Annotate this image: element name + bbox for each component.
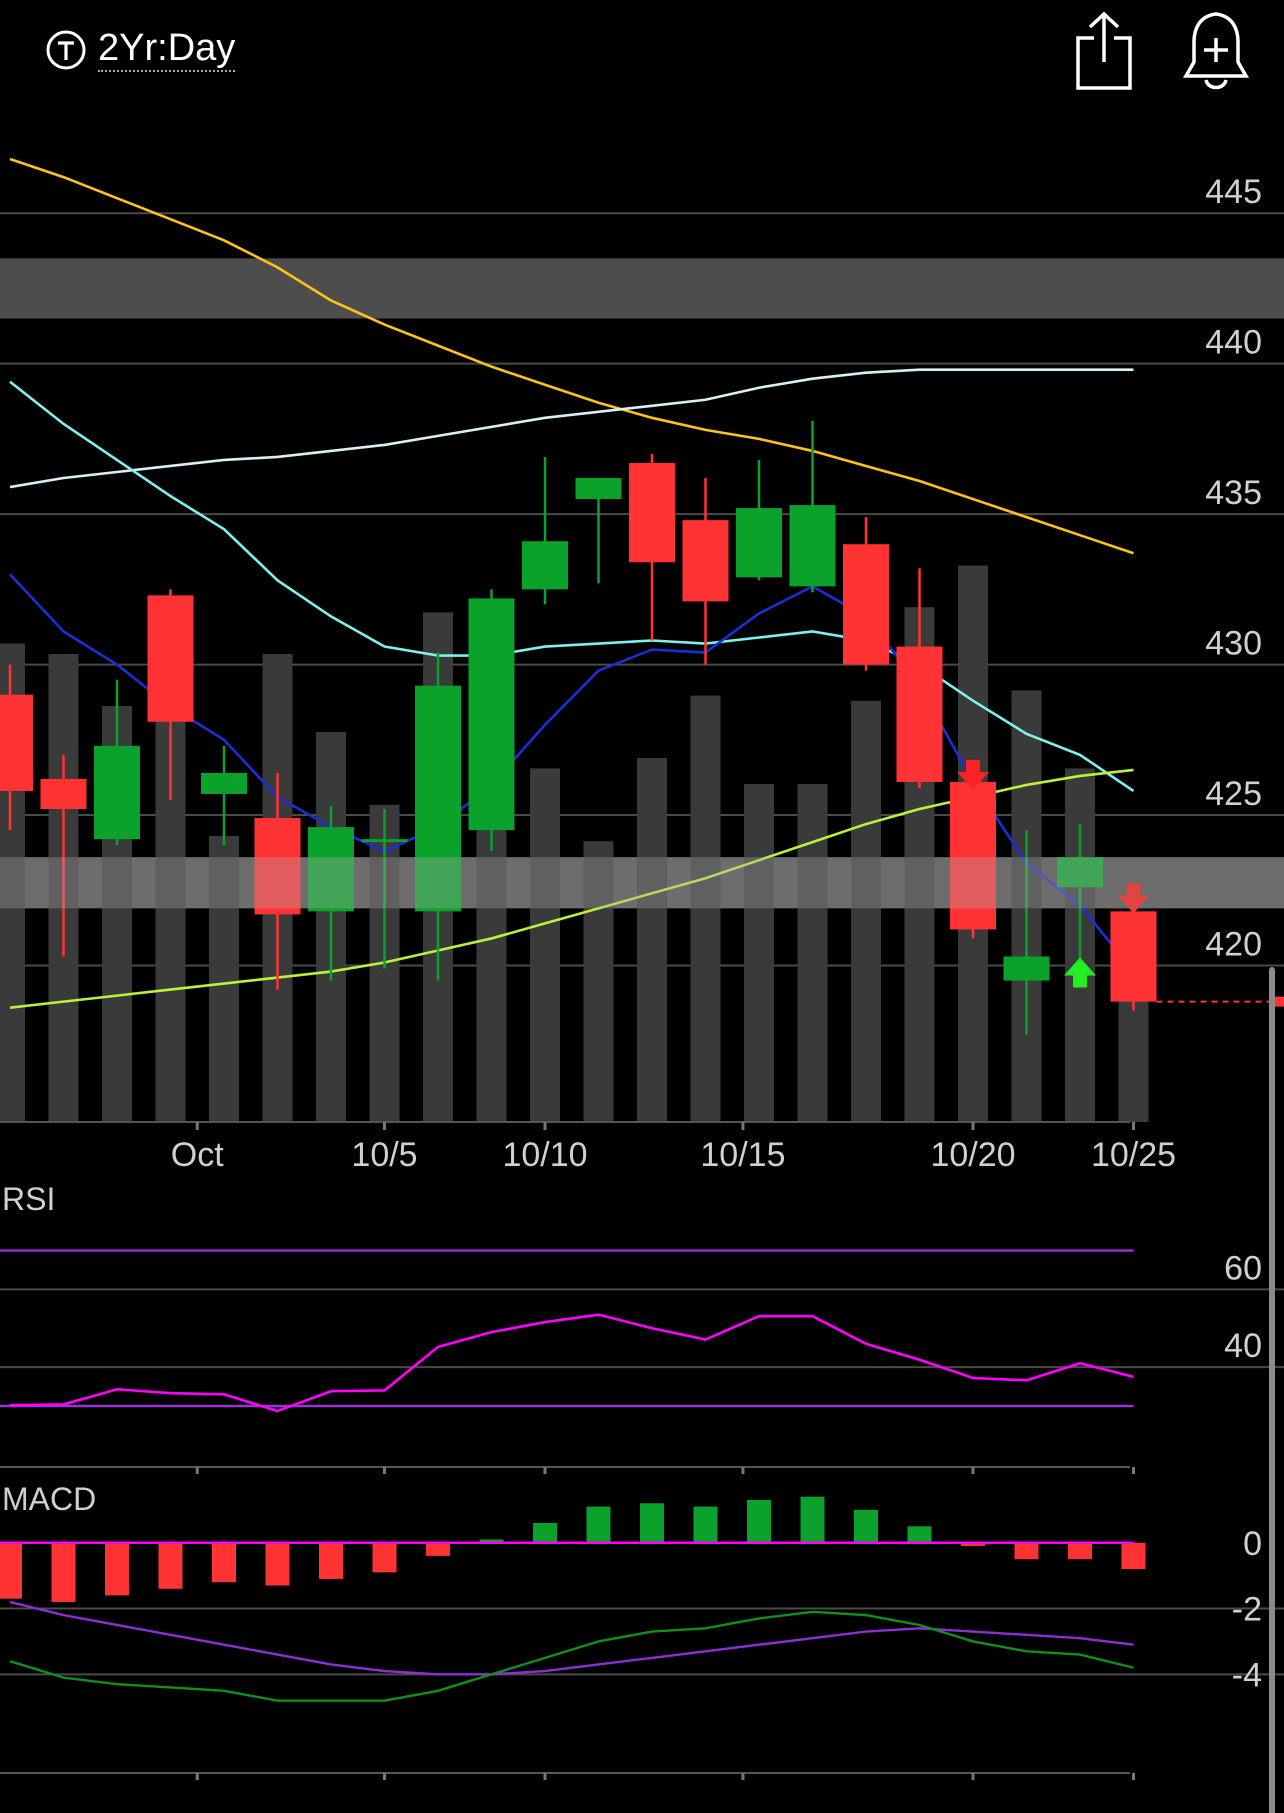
price-tick-label: 440: [1205, 324, 1262, 362]
volume-bar: [744, 784, 774, 1122]
candle-body: [575, 478, 622, 500]
volume-bar: [209, 836, 239, 1122]
candle-body: [0, 694, 33, 791]
macd-tick-label: 0: [1243, 1525, 1262, 1563]
x-axis-label: 10/20: [930, 1136, 1015, 1174]
x-axis-label: 10/25: [1091, 1136, 1176, 1174]
rsi-tick-label: 40: [1224, 1327, 1262, 1365]
macd-histogram-bar: [51, 1542, 76, 1602]
share-icon[interactable]: [1072, 10, 1136, 92]
macd-histogram-bar: [372, 1542, 397, 1573]
candle-body: [896, 646, 943, 782]
volume-bar: [690, 695, 721, 1122]
candle-body: [1057, 857, 1103, 888]
candle-body: [1003, 956, 1050, 981]
moving-average-line: [9, 157, 1134, 555]
macd-histogram-bar: [586, 1506, 611, 1543]
volume-bar: [797, 784, 828, 1122]
candle-body: [522, 541, 568, 590]
price-tick-label: 430: [1205, 625, 1262, 663]
macd-histogram-bar: [747, 1500, 771, 1543]
macd-histogram-bar: [961, 1542, 985, 1547]
moving-average-line: [9, 768, 1134, 1009]
sell-signal-arrow: [1117, 883, 1150, 914]
macd-histogram-bar: [1068, 1542, 1092, 1560]
rsi-line: [9, 1313, 1134, 1413]
candle-body: [629, 462, 675, 563]
macd-histogram-bar: [158, 1542, 183, 1589]
bell-plus-icon[interactable]: [1180, 10, 1252, 92]
macd-histogram-bar: [800, 1496, 825, 1543]
candle-body: [40, 778, 87, 810]
price-tick-label: 425: [1205, 775, 1262, 813]
top-bar: 2Yr:Day: [0, 0, 1284, 100]
macd-histogram-bar: [426, 1542, 450, 1556]
candle-body: [361, 839, 408, 843]
macd-line: [9, 1610, 1134, 1702]
macd-histogram-bar: [854, 1509, 878, 1543]
period-selector[interactable]: 2Yr:Day: [46, 28, 236, 72]
candle-body: [950, 781, 996, 930]
candle-body: [468, 598, 515, 831]
macd-histogram-bar: [0, 1542, 22, 1599]
macd-tick-label: -2: [1232, 1591, 1262, 1629]
x-axis-label: 10/10: [502, 1136, 587, 1174]
macd-histogram-bar: [533, 1523, 557, 1543]
macd-histogram-bar: [265, 1542, 290, 1586]
candle-body: [415, 685, 461, 912]
price-band-0: [0, 258, 1284, 319]
candle-body: [94, 745, 140, 840]
t-circle-icon: [46, 30, 86, 70]
moving-average-line: [9, 573, 1135, 973]
x-axis-label: 10/15: [700, 1136, 785, 1174]
macd-histogram-bar: [212, 1542, 236, 1583]
sell-signal-arrow: [957, 759, 989, 790]
macd-histogram-bar: [105, 1542, 129, 1596]
candle-body: [843, 544, 889, 665]
price-band-overlay: [0, 857, 1284, 909]
candle-body: [254, 818, 301, 915]
moving-average-line: [9, 368, 1134, 489]
macd-histogram-bar: [907, 1526, 932, 1543]
candle-body: [736, 508, 782, 578]
buy-signal-arrow: [1064, 957, 1096, 988]
rsi-title: RSI: [2, 1181, 55, 1217]
macd-histogram-bar: [319, 1542, 343, 1579]
volume-bar: [583, 841, 614, 1122]
volume-bar: [851, 700, 881, 1122]
price-tick-label: 435: [1205, 474, 1262, 512]
macd-histogram-bar: [479, 1539, 504, 1543]
candle-body: [147, 595, 194, 722]
price-tick-label: 445: [1205, 173, 1262, 211]
x-axis-label: 10/5: [351, 1136, 417, 1174]
macd-histogram-bar: [693, 1506, 718, 1543]
x-axis-label: Oct: [171, 1136, 224, 1174]
last-price-marker: [1274, 996, 1284, 1007]
volume-bar: [1118, 997, 1149, 1122]
macd-signal-line: [9, 1600, 1134, 1676]
candle-body: [201, 772, 247, 794]
volume-bar: [530, 768, 560, 1122]
rsi-tick-label: 60: [1224, 1249, 1262, 1287]
volume-bar: [637, 758, 667, 1122]
price-tick-label: 420: [1205, 926, 1262, 964]
period-label[interactable]: 2Yr:Day: [98, 28, 236, 72]
macd-histogram-bar: [640, 1503, 664, 1543]
candle-body: [308, 827, 354, 912]
macd-histogram-bar: [1014, 1542, 1039, 1560]
moving-average-line: [9, 380, 1135, 793]
macd-title: MACD: [2, 1481, 96, 1517]
macd-histogram-bar: [1121, 1542, 1146, 1570]
macd-tick-label: -4: [1232, 1656, 1262, 1694]
candle-body: [1110, 911, 1157, 1002]
candle-body: [789, 505, 836, 587]
candle-body: [682, 520, 729, 602]
